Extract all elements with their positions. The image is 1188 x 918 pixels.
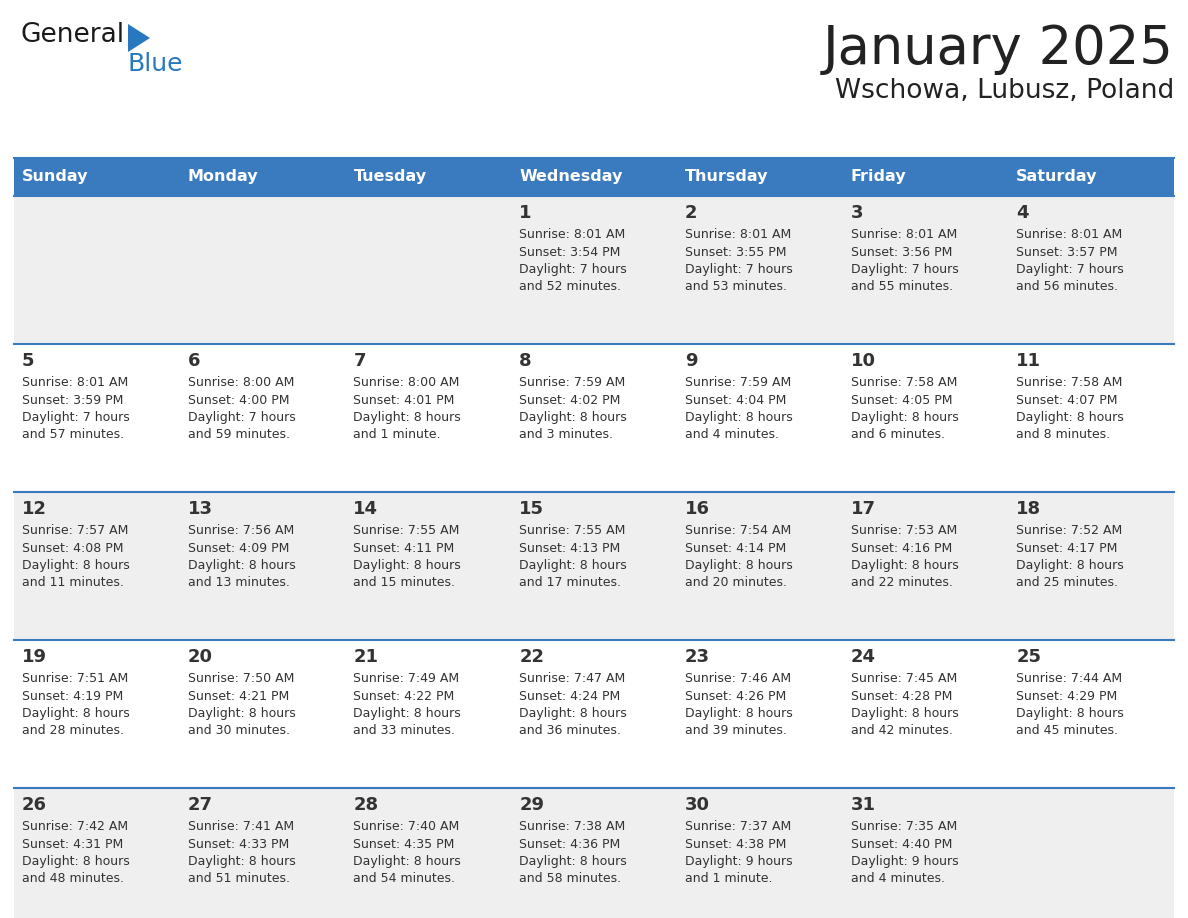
Text: General: General: [20, 22, 124, 48]
Text: Sunrise: 8:01 AM
Sunset: 3:55 PM
Daylight: 7 hours
and 53 minutes.: Sunrise: 8:01 AM Sunset: 3:55 PM Dayligh…: [684, 228, 792, 294]
Text: 18: 18: [1016, 500, 1042, 518]
Text: Sunrise: 7:45 AM
Sunset: 4:28 PM
Daylight: 8 hours
and 42 minutes.: Sunrise: 7:45 AM Sunset: 4:28 PM Dayligh…: [851, 672, 959, 737]
Text: Sunrise: 8:01 AM
Sunset: 3:54 PM
Daylight: 7 hours
and 52 minutes.: Sunrise: 8:01 AM Sunset: 3:54 PM Dayligh…: [519, 228, 627, 294]
Text: Sunrise: 7:49 AM
Sunset: 4:22 PM
Daylight: 8 hours
and 33 minutes.: Sunrise: 7:49 AM Sunset: 4:22 PM Dayligh…: [353, 672, 461, 737]
Text: 23: 23: [684, 648, 710, 666]
Text: Tuesday: Tuesday: [353, 170, 426, 185]
Text: 4: 4: [1016, 204, 1029, 222]
Text: Blue: Blue: [128, 52, 183, 76]
Text: 22: 22: [519, 648, 544, 666]
Text: Sunrise: 7:58 AM
Sunset: 4:05 PM
Daylight: 8 hours
and 6 minutes.: Sunrise: 7:58 AM Sunset: 4:05 PM Dayligh…: [851, 376, 959, 442]
Text: Sunrise: 7:42 AM
Sunset: 4:31 PM
Daylight: 8 hours
and 48 minutes.: Sunrise: 7:42 AM Sunset: 4:31 PM Dayligh…: [23, 820, 129, 886]
Text: 29: 29: [519, 796, 544, 814]
Text: 5: 5: [23, 352, 34, 370]
Text: Sunrise: 7:57 AM
Sunset: 4:08 PM
Daylight: 8 hours
and 11 minutes.: Sunrise: 7:57 AM Sunset: 4:08 PM Dayligh…: [23, 524, 129, 589]
Text: 28: 28: [353, 796, 379, 814]
Text: 16: 16: [684, 500, 710, 518]
Text: 19: 19: [23, 648, 48, 666]
Text: 30: 30: [684, 796, 710, 814]
Text: Sunrise: 7:55 AM
Sunset: 4:13 PM
Daylight: 8 hours
and 17 minutes.: Sunrise: 7:55 AM Sunset: 4:13 PM Dayligh…: [519, 524, 627, 589]
Text: January 2025: January 2025: [823, 23, 1174, 75]
Text: Sunrise: 7:56 AM
Sunset: 4:09 PM
Daylight: 8 hours
and 13 minutes.: Sunrise: 7:56 AM Sunset: 4:09 PM Dayligh…: [188, 524, 296, 589]
Text: 6: 6: [188, 352, 201, 370]
Text: 27: 27: [188, 796, 213, 814]
Text: Sunrise: 7:47 AM
Sunset: 4:24 PM
Daylight: 8 hours
and 36 minutes.: Sunrise: 7:47 AM Sunset: 4:24 PM Dayligh…: [519, 672, 627, 737]
Text: Sunrise: 7:59 AM
Sunset: 4:02 PM
Daylight: 8 hours
and 3 minutes.: Sunrise: 7:59 AM Sunset: 4:02 PM Dayligh…: [519, 376, 627, 442]
Text: Sunrise: 7:59 AM
Sunset: 4:04 PM
Daylight: 8 hours
and 4 minutes.: Sunrise: 7:59 AM Sunset: 4:04 PM Dayligh…: [684, 376, 792, 442]
Text: 26: 26: [23, 796, 48, 814]
Text: 13: 13: [188, 500, 213, 518]
Text: Sunrise: 7:38 AM
Sunset: 4:36 PM
Daylight: 8 hours
and 58 minutes.: Sunrise: 7:38 AM Sunset: 4:36 PM Dayligh…: [519, 820, 627, 886]
Text: 9: 9: [684, 352, 697, 370]
Text: 21: 21: [353, 648, 379, 666]
Text: Sunrise: 7:50 AM
Sunset: 4:21 PM
Daylight: 8 hours
and 30 minutes.: Sunrise: 7:50 AM Sunset: 4:21 PM Dayligh…: [188, 672, 296, 737]
Text: 11: 11: [1016, 352, 1042, 370]
Text: Sunrise: 8:00 AM
Sunset: 4:01 PM
Daylight: 8 hours
and 1 minute.: Sunrise: 8:00 AM Sunset: 4:01 PM Dayligh…: [353, 376, 461, 442]
Text: Sunrise: 7:55 AM
Sunset: 4:11 PM
Daylight: 8 hours
and 15 minutes.: Sunrise: 7:55 AM Sunset: 4:11 PM Dayligh…: [353, 524, 461, 589]
Text: Sunrise: 7:41 AM
Sunset: 4:33 PM
Daylight: 8 hours
and 51 minutes.: Sunrise: 7:41 AM Sunset: 4:33 PM Dayligh…: [188, 820, 296, 886]
Text: Thursday: Thursday: [684, 170, 769, 185]
Bar: [14, 196, 1174, 344]
Polygon shape: [128, 24, 150, 52]
Text: 2: 2: [684, 204, 697, 222]
Text: 8: 8: [519, 352, 532, 370]
Text: Wschowa, Lubusz, Poland: Wschowa, Lubusz, Poland: [835, 78, 1174, 104]
Text: 3: 3: [851, 204, 862, 222]
Bar: [14, 640, 1174, 788]
Text: 7: 7: [353, 352, 366, 370]
Text: 17: 17: [851, 500, 876, 518]
Text: Sunrise: 7:35 AM
Sunset: 4:40 PM
Daylight: 9 hours
and 4 minutes.: Sunrise: 7:35 AM Sunset: 4:40 PM Dayligh…: [851, 820, 959, 886]
Text: Sunrise: 8:01 AM
Sunset: 3:56 PM
Daylight: 7 hours
and 55 minutes.: Sunrise: 8:01 AM Sunset: 3:56 PM Dayligh…: [851, 228, 959, 294]
Text: 25: 25: [1016, 648, 1042, 666]
Text: 1: 1: [519, 204, 532, 222]
Text: Sunrise: 8:01 AM
Sunset: 3:57 PM
Daylight: 7 hours
and 56 minutes.: Sunrise: 8:01 AM Sunset: 3:57 PM Dayligh…: [1016, 228, 1124, 294]
Text: 24: 24: [851, 648, 876, 666]
Text: Sunrise: 7:46 AM
Sunset: 4:26 PM
Daylight: 8 hours
and 39 minutes.: Sunrise: 7:46 AM Sunset: 4:26 PM Dayligh…: [684, 672, 792, 737]
Text: Sunrise: 7:53 AM
Sunset: 4:16 PM
Daylight: 8 hours
and 22 minutes.: Sunrise: 7:53 AM Sunset: 4:16 PM Dayligh…: [851, 524, 959, 589]
Text: Sunrise: 7:52 AM
Sunset: 4:17 PM
Daylight: 8 hours
and 25 minutes.: Sunrise: 7:52 AM Sunset: 4:17 PM Dayligh…: [1016, 524, 1124, 589]
Bar: [14, 492, 1174, 640]
Text: Monday: Monday: [188, 170, 258, 185]
Text: 20: 20: [188, 648, 213, 666]
Text: Sunrise: 7:58 AM
Sunset: 4:07 PM
Daylight: 8 hours
and 8 minutes.: Sunrise: 7:58 AM Sunset: 4:07 PM Dayligh…: [1016, 376, 1124, 442]
Text: Friday: Friday: [851, 170, 906, 185]
Text: 31: 31: [851, 796, 876, 814]
Text: 15: 15: [519, 500, 544, 518]
Bar: [14, 158, 1174, 196]
Text: Sunrise: 8:00 AM
Sunset: 4:00 PM
Daylight: 7 hours
and 59 minutes.: Sunrise: 8:00 AM Sunset: 4:00 PM Dayligh…: [188, 376, 296, 442]
Text: Sunrise: 7:44 AM
Sunset: 4:29 PM
Daylight: 8 hours
and 45 minutes.: Sunrise: 7:44 AM Sunset: 4:29 PM Dayligh…: [1016, 672, 1124, 737]
Text: 10: 10: [851, 352, 876, 370]
Text: Sunrise: 8:01 AM
Sunset: 3:59 PM
Daylight: 7 hours
and 57 minutes.: Sunrise: 8:01 AM Sunset: 3:59 PM Dayligh…: [23, 376, 129, 442]
Text: Sunrise: 7:51 AM
Sunset: 4:19 PM
Daylight: 8 hours
and 28 minutes.: Sunrise: 7:51 AM Sunset: 4:19 PM Dayligh…: [23, 672, 129, 737]
Text: 14: 14: [353, 500, 379, 518]
Bar: [14, 344, 1174, 492]
Bar: [14, 788, 1174, 918]
Text: Sunrise: 7:37 AM
Sunset: 4:38 PM
Daylight: 9 hours
and 1 minute.: Sunrise: 7:37 AM Sunset: 4:38 PM Dayligh…: [684, 820, 792, 886]
Text: Sunrise: 7:54 AM
Sunset: 4:14 PM
Daylight: 8 hours
and 20 minutes.: Sunrise: 7:54 AM Sunset: 4:14 PM Dayligh…: [684, 524, 792, 589]
Text: 12: 12: [23, 500, 48, 518]
Text: Wednesday: Wednesday: [519, 170, 623, 185]
Text: Saturday: Saturday: [1016, 170, 1098, 185]
Text: Sunrise: 7:40 AM
Sunset: 4:35 PM
Daylight: 8 hours
and 54 minutes.: Sunrise: 7:40 AM Sunset: 4:35 PM Dayligh…: [353, 820, 461, 886]
Text: Sunday: Sunday: [23, 170, 88, 185]
